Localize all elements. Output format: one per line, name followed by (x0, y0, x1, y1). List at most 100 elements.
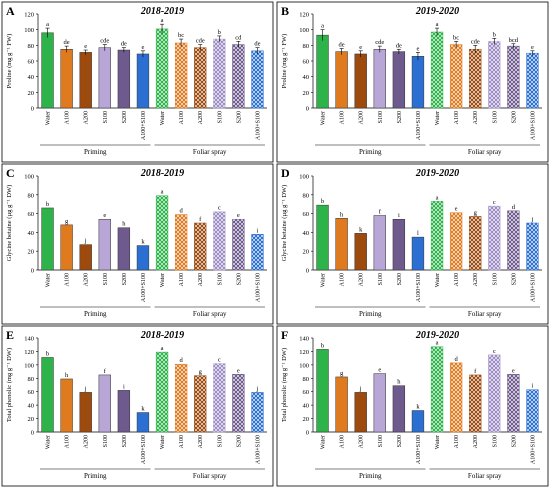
significance-letter: bcd (509, 37, 519, 44)
bar-a200-foliar (194, 375, 207, 433)
x-tick-label: Water (46, 435, 52, 449)
x-tick-label: Water (435, 435, 441, 449)
x-tick-label: A100 (340, 111, 346, 124)
panel-d: D 2019-2020 0 20 40 60 80 100 Glycine betaine (µ… (276, 163, 549, 325)
bar-s200-foliar (232, 374, 245, 433)
x-tick-label: S200 (397, 435, 403, 447)
x-tick-label: A100+S100 (255, 111, 261, 140)
x-tick-label: A100+S100 (141, 273, 147, 302)
x-tick-label: A100+S100 (141, 111, 147, 140)
x-tick-label: S100 (103, 435, 109, 447)
significance-letter: de (64, 39, 70, 46)
y-tick-label: 60 (28, 211, 35, 218)
significance-letter: i (532, 383, 534, 390)
group-label: Priming (359, 310, 382, 318)
y-tick-label: 40 (28, 230, 35, 237)
y-tick-label: 100 (299, 27, 309, 34)
bar-a200-priming (354, 53, 367, 109)
group-label: Foliar spray (468, 310, 502, 318)
bar-water-foliar (155, 351, 169, 433)
significance-letter: b (46, 201, 49, 208)
significance-letter: k (141, 239, 145, 246)
bar-a100-s100-priming (411, 56, 425, 109)
panel-letter: B (281, 4, 289, 18)
bar-a100-s100-priming (411, 236, 425, 271)
y-tick-label: 0 (31, 430, 34, 437)
x-tick-label: A200 (198, 273, 204, 286)
significance-letter: cd (235, 34, 242, 41)
bar-a200-foliar (194, 47, 207, 109)
significance-letter: k (416, 404, 420, 411)
bar-a200-foliar (194, 222, 207, 271)
x-tick-label: A200 (359, 273, 365, 286)
y-tick-label: 60 (303, 211, 310, 218)
x-tick-label: A200 (198, 111, 204, 124)
x-tick-label: Water (160, 435, 166, 449)
y-tick-label: 0 (31, 106, 34, 113)
significance-letter: h (65, 372, 69, 379)
bar-a100-s100-priming (136, 53, 150, 109)
significance-letter: c (493, 199, 496, 206)
bar-a100-priming (60, 49, 73, 109)
bar-a200-foliar (469, 374, 482, 433)
bar-s200-foliar (232, 218, 245, 271)
bar-s100-foliar (488, 354, 501, 433)
y-tick-label: 20 (303, 90, 310, 97)
panel-b: B 2019-2020 0 20 40 60 80 100 120 Proline (mg g⁻¹… (276, 1, 549, 163)
x-tick-label: S200 (122, 273, 128, 285)
bar-s100-priming (373, 215, 386, 271)
y-tick-label: 20 (28, 249, 35, 256)
y-tick-label: 40 (303, 74, 310, 81)
significance-letter: b (321, 342, 324, 349)
significance-letter: de (339, 41, 345, 48)
group-label: Priming (84, 148, 107, 156)
y-tick-label: 0 (306, 106, 309, 113)
bar-a100-s100-foliar (526, 52, 539, 109)
significance-letter: a (161, 345, 164, 352)
bar-water-priming (41, 357, 54, 433)
y-tick-label: 0 (306, 430, 309, 437)
bar-a100-s100-foliar (251, 50, 264, 109)
x-tick-label: S100 (492, 111, 498, 123)
significance-letter: h (397, 379, 401, 386)
significance-letter: e (512, 367, 515, 374)
significance-letter: e (359, 44, 362, 51)
x-tick-label: A100 (179, 111, 185, 124)
significance-letter: i (398, 212, 400, 219)
bar-a100-foliar (174, 42, 188, 109)
significance-letter: g (340, 370, 344, 377)
x-tick-label: A100 (65, 111, 71, 124)
bar-s100-foliar (488, 205, 501, 271)
panel-a: A 2018-2019 0 20 40 60 80 100 120 Proline (mg g⁻¹… (1, 1, 274, 163)
bar-a100-priming (335, 51, 348, 109)
bar-s200-priming (392, 51, 406, 109)
x-tick-label: A100 (179, 435, 185, 448)
panel-title: 2018-2019 (140, 168, 184, 179)
x-tick-label: A100 (65, 435, 71, 448)
bar-water-priming (41, 207, 54, 271)
y-axis-label: Total phenolic (mg g⁻¹ DW) (281, 348, 288, 422)
x-tick-label: A100+S100 (255, 273, 261, 302)
bar-s200-priming (117, 49, 131, 109)
x-tick-label: Water (435, 111, 441, 125)
significance-letter: h (340, 211, 344, 218)
group-label: Foliar spray (193, 472, 227, 480)
y-tick-label: 20 (28, 90, 35, 97)
y-axis-label: Proline (mg g⁻¹ FW) (281, 34, 288, 89)
x-tick-label: A100+S100 (141, 435, 147, 464)
panel-letter: F (281, 328, 288, 342)
bar-s100-foliar (213, 363, 226, 433)
x-tick-label: S100 (103, 111, 109, 123)
bar-s100-priming (373, 373, 386, 433)
bar-water-foliar (430, 31, 444, 109)
x-tick-label: S100 (378, 111, 384, 123)
significance-letter: c (493, 348, 496, 355)
bar-a100-priming (335, 376, 348, 433)
significance-letter: b (46, 350, 49, 357)
x-tick-label: S200 (511, 111, 517, 123)
significance-letter: j (256, 385, 259, 392)
x-tick-label: A100+S100 (530, 435, 536, 464)
significance-letter: k (141, 406, 145, 413)
